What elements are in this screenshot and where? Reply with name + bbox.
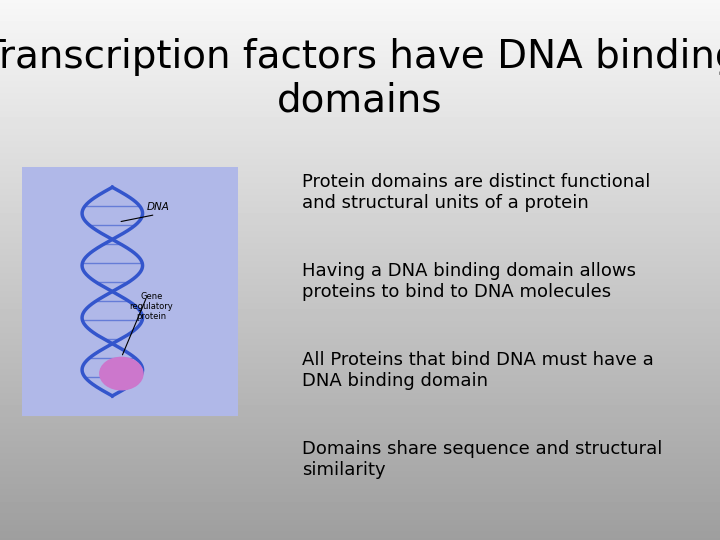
Bar xyxy=(22,167,238,416)
Circle shape xyxy=(100,357,143,390)
Text: Gene
regulatory
protein: Gene regulatory protein xyxy=(130,292,174,321)
Text: DNA: DNA xyxy=(147,201,170,212)
Text: Transcription factors have DNA binding
domains: Transcription factors have DNA binding d… xyxy=(0,38,720,120)
Text: All Proteins that bind DNA must have a
DNA binding domain: All Proteins that bind DNA must have a D… xyxy=(302,351,654,390)
Text: Having a DNA binding domain allows
proteins to bind to DNA molecules: Having a DNA binding domain allows prote… xyxy=(302,262,636,301)
Text: Domains share sequence and structural
similarity: Domains share sequence and structural si… xyxy=(302,440,663,479)
Text: Protein domains are distinct functional
and structural units of a protein: Protein domains are distinct functional … xyxy=(302,173,651,212)
